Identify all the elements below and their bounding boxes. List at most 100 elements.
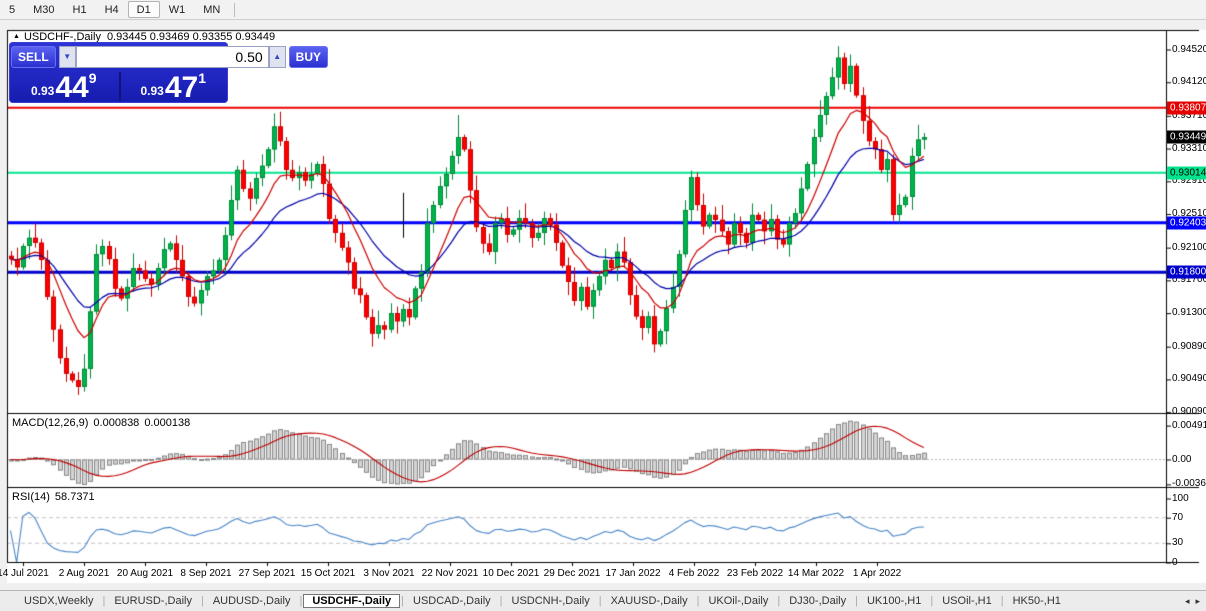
axis-label: 0.90890 <box>1172 340 1206 352</box>
sell-price-big: 44 <box>55 71 89 104</box>
date-label: 14 Mar 2022 <box>787 568 845 579</box>
chart-ohlc-values: 0.93445 0.93469 0.93355 0.93449 <box>106 31 276 43</box>
date-label: 8 Sep 2021 <box>180 568 232 579</box>
macd-signal-value: 0.000138 <box>144 417 191 429</box>
timeframe-button-h4[interactable]: H4 <box>96 1 128 18</box>
timeframe-button-m30[interactable]: M30 <box>24 1 63 18</box>
date-label: 2 Aug 2021 <box>58 568 110 579</box>
axis-label: 0.90090 <box>1172 406 1206 418</box>
axis-label: 0.91300 <box>1172 307 1206 319</box>
scroll-left-button[interactable]: ◂ <box>1184 595 1190 606</box>
panel-divider <box>118 72 121 101</box>
date-label: 17 Jan 2022 <box>605 568 661 579</box>
axis-label: 70 <box>1172 511 1184 523</box>
tab-usdchf-daily[interactable]: USDCHF-,Daily <box>303 594 401 608</box>
date-label: 20 Aug 2021 <box>116 568 174 579</box>
macd-name: MACD(12,26,9) <box>12 417 89 429</box>
tab-separator: | <box>930 595 934 607</box>
sell-price[interactable]: 0.93 44 9 <box>9 70 119 103</box>
macd-main-value: 0.000838 <box>93 417 140 429</box>
tab-usdcnh-daily[interactable]: USDCNH-,Daily <box>511 595 590 607</box>
price-badge: 0.93014 <box>1167 166 1206 180</box>
date-label: 29 Dec 2021 <box>543 568 601 579</box>
tab-separator: | <box>696 595 700 607</box>
axis-label: 0.92100 <box>1172 241 1206 253</box>
axis-label: 0.93710 <box>1172 109 1206 121</box>
price-badge: 0.93807 <box>1167 101 1206 115</box>
axis-label: 0.00 <box>1172 453 1192 465</box>
sell-price-pip: 9 <box>88 70 97 86</box>
axis-label: 0.92510 <box>1172 208 1206 220</box>
tab-hk50-h1[interactable]: HK50-,H1 <box>1012 595 1061 607</box>
date-label: 23 Feb 2022 <box>726 568 784 579</box>
tab-separator: | <box>598 595 602 607</box>
axis-label: 100 <box>1172 492 1189 504</box>
scroll-right-button[interactable]: ▸ <box>1195 595 1200 606</box>
tab-separator: | <box>1000 595 1004 607</box>
tab-usoil-h1[interactable]: USOil-,H1 <box>942 595 992 607</box>
rsi-indicator-label: RSI(14) 58.7371 <box>12 491 100 503</box>
toolbar-separator <box>234 2 236 17</box>
axis-label: 0.92910 <box>1172 175 1206 187</box>
rsi-name: RSI(14) <box>12 491 50 503</box>
volume-spinner: ▼ ▲ <box>58 46 286 68</box>
date-label: 10 Dec 2021 <box>482 568 540 579</box>
price-badge: 0.92403 <box>1167 216 1206 230</box>
timeframe-button-d1[interactable]: D1 <box>127 1 160 18</box>
axis-label: 0.93310 <box>1172 142 1206 154</box>
triangle-down-icon: ▼ <box>63 52 72 61</box>
tab-ukoil-daily[interactable]: UKOil-,Daily <box>708 595 769 607</box>
volume-decrease-button[interactable]: ▼ <box>58 46 76 68</box>
date-label: 1 Apr 2022 <box>852 568 902 579</box>
triangle-up-icon: ▲ <box>273 52 282 61</box>
tab-audusd-daily[interactable]: AUDUSD-,Daily <box>212 595 291 607</box>
buy-price-big: 47 <box>164 71 199 104</box>
timeframe-button-mn[interactable]: MN <box>194 1 229 18</box>
timeframe-button-h1[interactable]: H1 <box>64 1 96 18</box>
date-label: 22 Nov 2021 <box>421 568 479 579</box>
tab-usdcad-daily[interactable]: USDCAD-,Daily <box>413 595 491 607</box>
buy-price[interactable]: 0.93 47 1 <box>119 70 229 103</box>
axis-label: 30 <box>1172 537 1184 549</box>
tab-dj30-daily[interactable]: DJ30-,Daily <box>789 595 847 607</box>
tab-eurusd-daily[interactable]: EURUSD-,Daily <box>114 595 192 607</box>
timeframe-toolbar: 5 M30 H1 H4 D1 W1 MN <box>0 0 1206 20</box>
volume-increase-button[interactable]: ▲ <box>268 46 286 68</box>
tab-uk100-h1[interactable]: UK100-,H1 <box>866 595 922 607</box>
tab-usdx-weekly[interactable]: USDX,Weekly <box>24 595 94 607</box>
chart-tab-bar: USDX,Weekly | EURUSD-,Daily | AUDUSD-,Daily |… <box>0 590 1206 611</box>
buy-price-pip: 1 <box>198 70 207 86</box>
timeframe-button-w1[interactable]: W1 <box>160 1 195 18</box>
tab-xauusd-daily[interactable]: XAUUSD-,Daily <box>610 595 688 607</box>
macd-indicator-label: MACD(12,26,9) 0.000838 0.000138 <box>12 417 195 429</box>
date-label: 4 Feb 2022 <box>668 568 720 579</box>
tab-separator: | <box>299 595 303 607</box>
timeframe-button-5[interactable]: 5 <box>0 1 24 18</box>
axis-label: 0.00491 <box>1172 419 1206 431</box>
chart-title: ▲ USDCHF-,Daily 0.93445 0.93469 0.93355 0.… <box>13 31 275 43</box>
buy-price-prefix: 0.93 <box>140 84 164 98</box>
buy-button[interactable]: BUY <box>288 46 329 68</box>
price-badge: 0.93449 <box>1167 130 1206 144</box>
axis-label: 0.94520 <box>1172 43 1206 55</box>
sell-price-prefix: 0.93 <box>30 84 55 98</box>
tab-separator: | <box>102 595 106 607</box>
volume-input[interactable] <box>75 46 269 68</box>
axis-label: 0 <box>1172 556 1178 568</box>
axis-label: 0.91700 <box>1172 274 1206 286</box>
tab-separator: | <box>499 595 503 607</box>
date-label: 3 Nov 2021 <box>363 568 415 579</box>
tab-separator: | <box>777 595 781 607</box>
price-badge: 0.91800 <box>1167 265 1206 279</box>
sell-button[interactable]: SELL <box>11 46 56 68</box>
axis-label: 0.94120 <box>1172 76 1206 88</box>
date-label: 14 Jul 2021 <box>0 568 49 579</box>
date-label: 15 Oct 2021 <box>300 568 356 579</box>
tab-separator: | <box>855 595 858 607</box>
axis-label: 0.90490 <box>1172 373 1206 385</box>
collapse-triangle-icon[interactable]: ▲ <box>13 33 20 40</box>
date-label: 27 Sep 2021 <box>238 568 296 579</box>
